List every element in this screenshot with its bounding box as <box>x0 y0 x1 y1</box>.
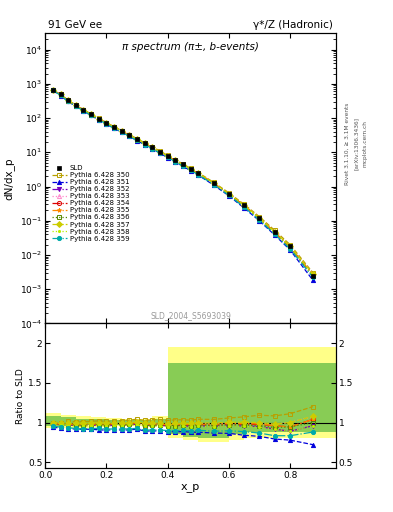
X-axis label: x_p: x_p <box>181 482 200 492</box>
Text: SLD_2004_S5693039: SLD_2004_S5693039 <box>150 311 231 321</box>
Text: mcplots.cern.ch: mcplots.cern.ch <box>362 120 367 167</box>
Text: π spectrum (π±, b-events): π spectrum (π±, b-events) <box>122 42 259 52</box>
Y-axis label: dN/dx_p: dN/dx_p <box>4 157 15 200</box>
Text: γ*/Z (Hadronic): γ*/Z (Hadronic) <box>253 20 333 30</box>
Text: Rivet 3.1.10, ≥ 3.1M events: Rivet 3.1.10, ≥ 3.1M events <box>345 102 350 184</box>
Text: 91 GeV ee: 91 GeV ee <box>48 20 102 30</box>
Text: [arXiv:1306.3436]: [arXiv:1306.3436] <box>354 117 359 170</box>
Y-axis label: Ratio to SLD: Ratio to SLD <box>16 368 25 424</box>
Legend: SLD, Pythia 6.428 350, Pythia 6.428 351, Pythia 6.428 352, Pythia 6.428 353, Pyt: SLD, Pythia 6.428 350, Pythia 6.428 351,… <box>51 165 129 242</box>
